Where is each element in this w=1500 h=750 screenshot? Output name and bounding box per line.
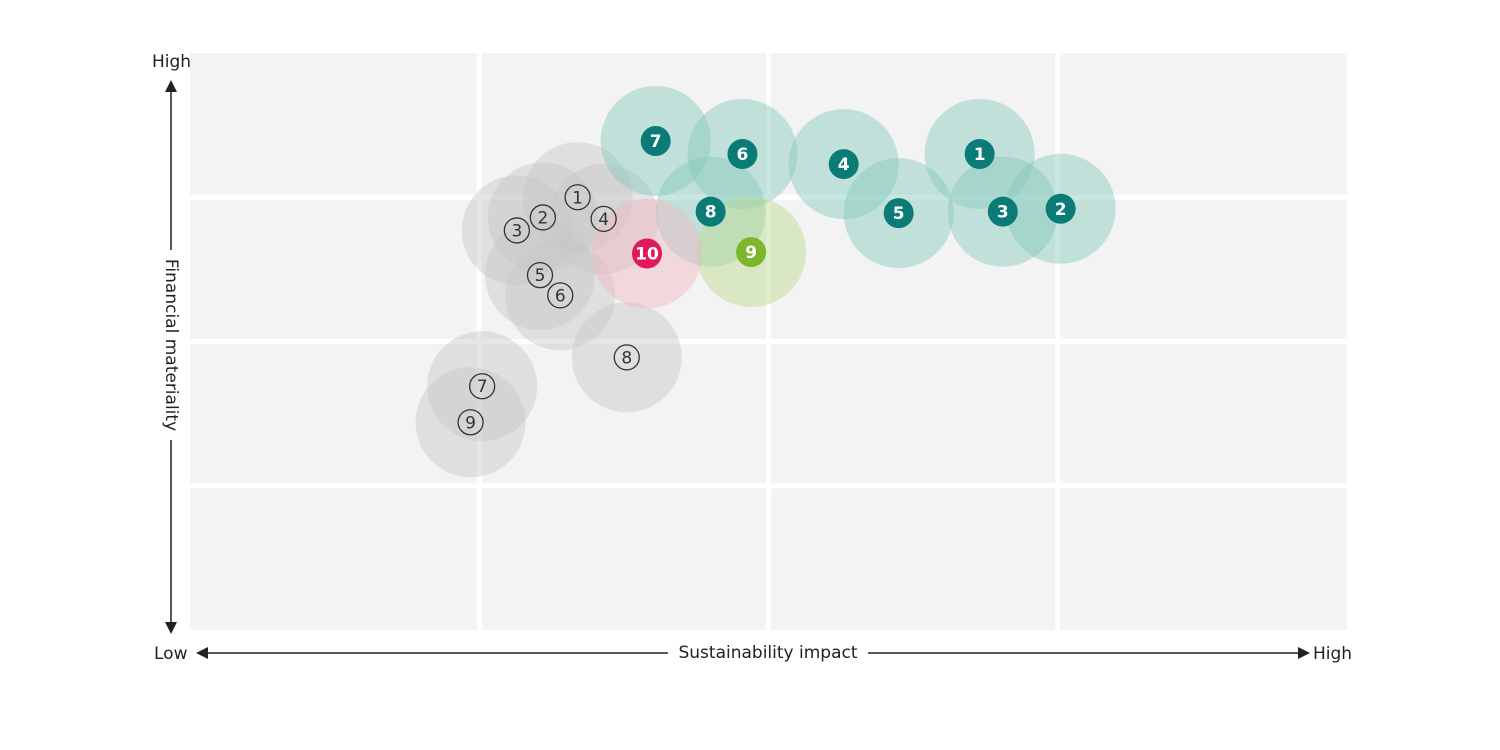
marker-label: 5: [535, 266, 546, 286]
marker-label: 4: [838, 155, 850, 175]
marker-label: 10: [635, 245, 659, 265]
marker: [632, 238, 663, 269]
bubble: [415, 367, 526, 478]
marker-label: 4: [598, 210, 609, 230]
marker-label: 2: [1055, 200, 1067, 220]
marker: [964, 138, 995, 169]
marker: [529, 204, 557, 231]
marker-label: 1: [974, 145, 986, 165]
marker: [613, 344, 640, 371]
marker: [468, 373, 496, 400]
marker: [547, 282, 574, 309]
marker: [883, 198, 914, 229]
y-axis-label: Financial materiality: [161, 259, 181, 431]
marker-label: 5: [893, 204, 905, 224]
marker-label: 6: [555, 286, 566, 306]
bubble: [427, 331, 538, 442]
bubble: [505, 240, 616, 351]
marker: [736, 237, 767, 268]
marker: [695, 196, 726, 227]
arrow: [1298, 647, 1310, 659]
bubble: [548, 163, 659, 274]
marker: [1045, 193, 1076, 224]
marker: [640, 125, 671, 156]
bubble: [487, 162, 598, 273]
axes: [165, 80, 1310, 659]
marker: [727, 138, 758, 169]
bubble: [461, 175, 572, 286]
bubble: [571, 302, 682, 413]
marker: [590, 205, 617, 233]
x-high-label: High: [1313, 644, 1352, 664]
arrow: [196, 647, 208, 659]
marker-label: 1: [572, 188, 583, 208]
marker: [457, 409, 484, 436]
marker: [828, 149, 859, 180]
marker: [564, 184, 591, 211]
marker-label: 3: [511, 221, 522, 241]
marker-label: 2: [537, 208, 548, 228]
bubble: [484, 220, 595, 331]
marker-label: 7: [477, 377, 488, 397]
marker: [987, 196, 1018, 227]
x-axis-label: Sustainability impact: [678, 643, 857, 663]
marker-label: 9: [745, 243, 757, 263]
marker-label: 9: [465, 413, 476, 433]
y-high-label: High: [152, 52, 191, 72]
marker-label: 3: [997, 203, 1009, 223]
marker-label: 7: [650, 132, 662, 152]
marker-label: 6: [737, 145, 749, 165]
x-low-label: Low: [154, 644, 188, 664]
bubble: [522, 142, 633, 253]
arrow: [165, 80, 177, 92]
marker: [526, 261, 554, 289]
marker: [503, 217, 531, 244]
arrow: [165, 622, 177, 634]
marker-label: 8: [621, 348, 632, 368]
marker-label: 8: [705, 203, 717, 223]
